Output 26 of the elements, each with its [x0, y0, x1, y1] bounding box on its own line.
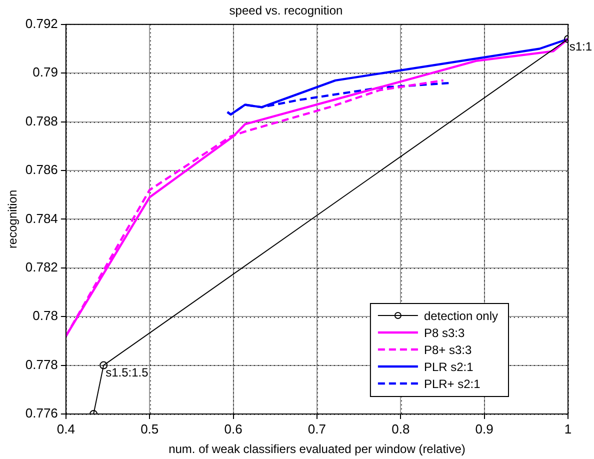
- x-tick-label: 0.7: [308, 421, 326, 436]
- x-tick-label: 1: [564, 421, 572, 436]
- x-tick-label: 0.4: [56, 421, 75, 436]
- legend-label: PLR s2:1: [424, 360, 474, 374]
- x-tick-label: 0.9: [475, 421, 494, 436]
- annotation: s1:1: [569, 39, 592, 54]
- y-tick-label: 0.788: [25, 113, 58, 128]
- x-axis-title: num. of weak classifiers evaluated per window (relative): [168, 442, 466, 456]
- y-tick-label: 0.78: [32, 308, 58, 324]
- y-tick-label: 0.778: [25, 356, 58, 372]
- legend-label: detection only: [424, 308, 498, 323]
- chart-title: speed vs. recognition: [229, 4, 343, 18]
- y-axis-title: recognition: [6, 190, 20, 249]
- y-tick-label: 0.784: [25, 210, 58, 226]
- y-tick-label: 0.79: [32, 64, 58, 80]
- legend-label: P8+ s3:3: [424, 342, 472, 357]
- legend-label: P8 s3:3: [424, 326, 465, 340]
- annotation: s1.5:1.5: [106, 366, 149, 380]
- y-tick-label: 0.792: [25, 16, 58, 31]
- y-tick-label: 0.786: [25, 162, 58, 178]
- x-tick-label: 0.8: [392, 421, 410, 436]
- legend-label: PLR+ s2:1: [424, 376, 481, 391]
- x-tick-label: 0.6: [224, 421, 242, 436]
- y-tick-label: 0.782: [25, 259, 58, 274]
- y-tick-label: 0.776: [25, 406, 58, 421]
- x-tick-label: 0.5: [140, 421, 159, 436]
